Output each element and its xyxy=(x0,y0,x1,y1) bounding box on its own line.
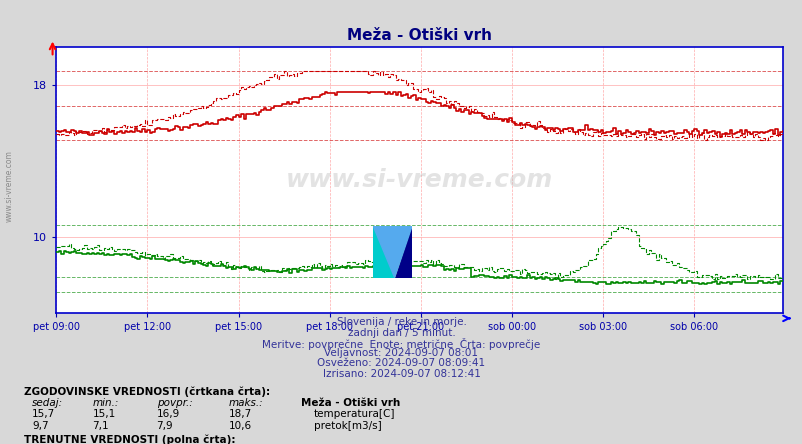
Text: Slovenija / reke in morje.: Slovenija / reke in morje. xyxy=(336,317,466,328)
Title: Meža - Otiški vrh: Meža - Otiški vrh xyxy=(346,28,492,43)
Text: Osveženo: 2024-09-07 08:09:41: Osveženo: 2024-09-07 08:09:41 xyxy=(317,358,485,369)
Text: www.si-vreme.com: www.si-vreme.com xyxy=(286,168,553,192)
Text: zadnji dan / 5 minut.: zadnji dan / 5 minut. xyxy=(347,328,455,338)
Text: temperatura[C]: temperatura[C] xyxy=(314,409,395,420)
Text: 7,1: 7,1 xyxy=(92,421,109,431)
Text: www.si-vreme.com: www.si-vreme.com xyxy=(5,151,14,222)
Text: 7,9: 7,9 xyxy=(156,421,173,431)
Polygon shape xyxy=(373,226,394,278)
Text: pretok[m3/s]: pretok[m3/s] xyxy=(314,421,381,431)
Text: Meritve: povprečne  Enote: metrične  Črta: povprečje: Meritve: povprečne Enote: metrične Črta:… xyxy=(262,338,540,350)
Text: min.:: min.: xyxy=(92,398,119,408)
Text: 16,9: 16,9 xyxy=(156,409,180,420)
Text: Veljavnost: 2024-09-07 08:01: Veljavnost: 2024-09-07 08:01 xyxy=(324,348,478,358)
Text: 15,7: 15,7 xyxy=(32,409,55,420)
Polygon shape xyxy=(373,226,411,278)
Text: 18,7: 18,7 xyxy=(229,409,252,420)
Text: Izrisano: 2024-09-07 08:12:41: Izrisano: 2024-09-07 08:12:41 xyxy=(322,369,480,379)
Text: sedaj:: sedaj: xyxy=(32,398,63,408)
Text: maks.:: maks.: xyxy=(229,398,263,408)
Text: TRENUTNE VREDNOSTI (polna črta):: TRENUTNE VREDNOSTI (polna črta): xyxy=(24,434,235,444)
Text: ZGODOVINSKE VREDNOSTI (črtkana črta):: ZGODOVINSKE VREDNOSTI (črtkana črta): xyxy=(24,386,270,397)
Text: 9,7: 9,7 xyxy=(32,421,49,431)
Polygon shape xyxy=(394,226,411,278)
Text: Meža - Otiški vrh: Meža - Otiški vrh xyxy=(301,398,400,408)
Text: povpr.:: povpr.: xyxy=(156,398,192,408)
Text: 10,6: 10,6 xyxy=(229,421,252,431)
Text: 15,1: 15,1 xyxy=(92,409,115,420)
